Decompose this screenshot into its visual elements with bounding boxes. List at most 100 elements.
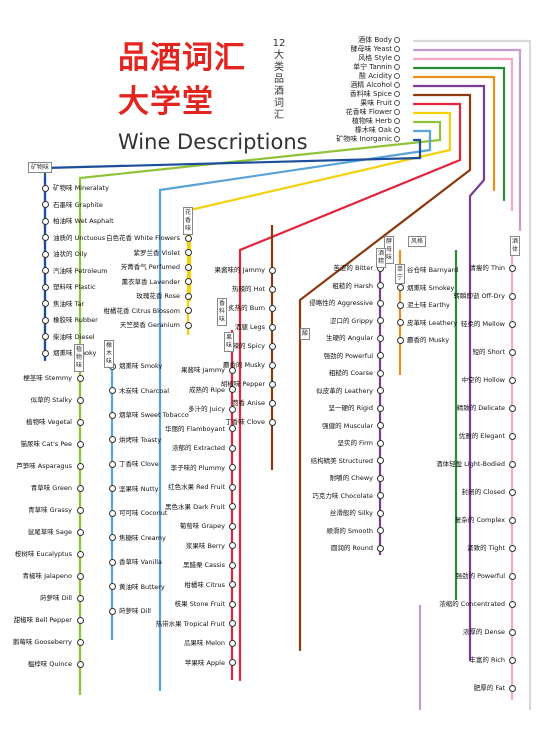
station-dot <box>376 422 384 429</box>
legend-terminal-icon <box>394 91 400 97</box>
station-oak: 烘烤味 Toasty <box>119 436 161 445</box>
station-label: 苹果味 Apple <box>184 658 225 667</box>
station-dot <box>376 439 384 447</box>
station-inorganic: 柴油味 Diesel <box>53 333 95 342</box>
station-label: 多汁的 Juicy <box>188 405 225 413</box>
station-label: 坚实的 Firm <box>337 439 373 447</box>
station-dot <box>268 285 276 293</box>
station-label: 强健的 Muscular <box>322 421 373 430</box>
station-label: 天竺葵香 Geranium <box>119 321 180 329</box>
station-label: 木炭味 Charcoal <box>119 386 170 395</box>
station-alcohol: 强劲的 Powerful <box>324 352 373 361</box>
station-dot <box>376 509 384 517</box>
station-dot <box>184 278 192 285</box>
station-herb: 猫尿味 Cat's Pee <box>20 440 72 449</box>
legend-terminal-icon <box>394 127 400 133</box>
legend-terminal-icon <box>394 37 400 43</box>
legend-label: 单宁 Tannin <box>353 63 392 71</box>
station-dot <box>508 488 516 496</box>
line-yeast <box>412 48 522 232</box>
station-label: 果酱味的 Jammy <box>214 266 265 274</box>
station-dot <box>108 387 116 394</box>
station-label: 柴油味 Diesel <box>53 332 95 341</box>
station-label: 汽油味 Petroleum <box>53 266 108 275</box>
station-dot <box>41 217 49 225</box>
station-label: 泥土味 Earthy <box>407 301 450 309</box>
station-label: 中空的 Hollow <box>461 376 505 384</box>
legend-label: 酸 Acidity <box>359 72 392 80</box>
legend-item: 风格 Style <box>358 54 400 63</box>
station-label: 玫瑰花香 Rose <box>136 292 180 300</box>
line-tag-body: 酒体 <box>510 236 520 256</box>
legend-terminal-icon <box>394 46 400 52</box>
station-dot <box>228 444 236 452</box>
station-herb: 青草味 Green <box>31 484 72 493</box>
line-tag-fruit: 果味 <box>224 332 234 352</box>
legend-item: 橡木味 Oak <box>355 126 400 135</box>
station-label: 优雅的 Elegant <box>458 432 505 440</box>
station-fruit: 果酱味 Jammy <box>181 366 225 375</box>
station-inorganic: 焦油味 Tar <box>53 300 84 309</box>
station-dot <box>76 594 84 602</box>
station-label: 果酱味 Jammy <box>181 366 225 374</box>
station-label: 浓郁的 Extracted <box>172 444 225 452</box>
station-inorganic: 矿物味 Mineralaty <box>53 184 109 193</box>
station-dot <box>268 361 276 369</box>
station-spice: 茴香 Anise <box>232 399 265 408</box>
station-dot <box>508 628 516 636</box>
station-herb: 似草的 Stalky <box>31 396 72 405</box>
station-label: 麝香的 Musky <box>222 361 265 369</box>
station-label: 坚一硬的 Rigid <box>328 404 373 412</box>
station-dot <box>376 387 384 394</box>
station-flower: 紫罗兰香 Violet <box>133 249 180 258</box>
station-dot <box>376 369 384 377</box>
station-label: 轻柔的 Mellow <box>460 320 505 328</box>
station-dot <box>376 352 384 359</box>
line-fruit <box>238 102 462 682</box>
station-herb: 青草味 Grassy <box>28 506 72 515</box>
station-dot <box>508 404 516 412</box>
station-flower: 天竺葵香 Geranium <box>120 321 180 330</box>
station-label: 茴香 Anise <box>232 399 265 407</box>
station-fruit: 黑醋栗 Cassis <box>183 561 225 570</box>
station-oak: 莳萝味 Dill <box>119 607 151 616</box>
station-dot <box>41 250 49 258</box>
station-alcohol: 巧克力味 Chocolate <box>312 492 373 501</box>
station-body: 浓缩的 Concentrated <box>439 600 505 609</box>
station-dot <box>228 522 236 530</box>
station-label: 胡椒味 Pepper <box>220 380 265 388</box>
station-label: 核果 Stone Fruit <box>174 600 225 608</box>
station-dot <box>76 550 84 558</box>
station-dot <box>376 334 384 342</box>
station-dot <box>184 292 192 300</box>
station-label: 成熟的 Ripe <box>188 385 225 394</box>
station-herb: 桉树味 Eucalyptus <box>15 550 72 559</box>
station-dot <box>508 656 516 664</box>
station-body: 精致的 Delicate <box>457 404 505 413</box>
legend-item: 酒体 Body <box>358 36 400 45</box>
line-tag-inorganic: 矿物味 <box>28 162 53 173</box>
station-label: 黑色水果 Dark Fruit <box>165 502 225 511</box>
station-label: 皮革味 Leathery <box>407 318 458 327</box>
line-tag-alcohol: 酒精 <box>376 248 386 268</box>
station-dot <box>508 544 516 552</box>
station-dot <box>228 405 236 413</box>
station-dot <box>376 317 384 324</box>
station-dot <box>41 234 49 241</box>
station-label: 炙热的 Burn <box>228 304 265 312</box>
station-label: 桉树味 Eucalyptus <box>14 550 72 558</box>
page-title: 品酒词汇 大学堂 <box>118 36 246 124</box>
station-dot <box>376 457 384 464</box>
station-dot <box>76 528 84 536</box>
station-label: 清瘦的 Thin <box>469 264 505 272</box>
station-label: 植物味 Vegetal <box>26 418 72 426</box>
legend-item: 酸 Acidity <box>359 72 400 81</box>
station-herb: 榅桲味 Quince <box>28 660 72 669</box>
legend-label: 香料味 Spice <box>349 90 392 98</box>
station-fruit: 瓜果味 Melon <box>184 639 225 648</box>
station-label: 薰衣草香 Lavender <box>121 277 180 286</box>
station-label: 烟熏味 Smokey <box>407 283 455 292</box>
station-flower: 薰衣草香 Lavender <box>122 278 180 287</box>
station-label: 热带水果 Tropical Fruit <box>155 619 225 628</box>
subtitle: 12大类品酒词汇 <box>272 38 286 121</box>
